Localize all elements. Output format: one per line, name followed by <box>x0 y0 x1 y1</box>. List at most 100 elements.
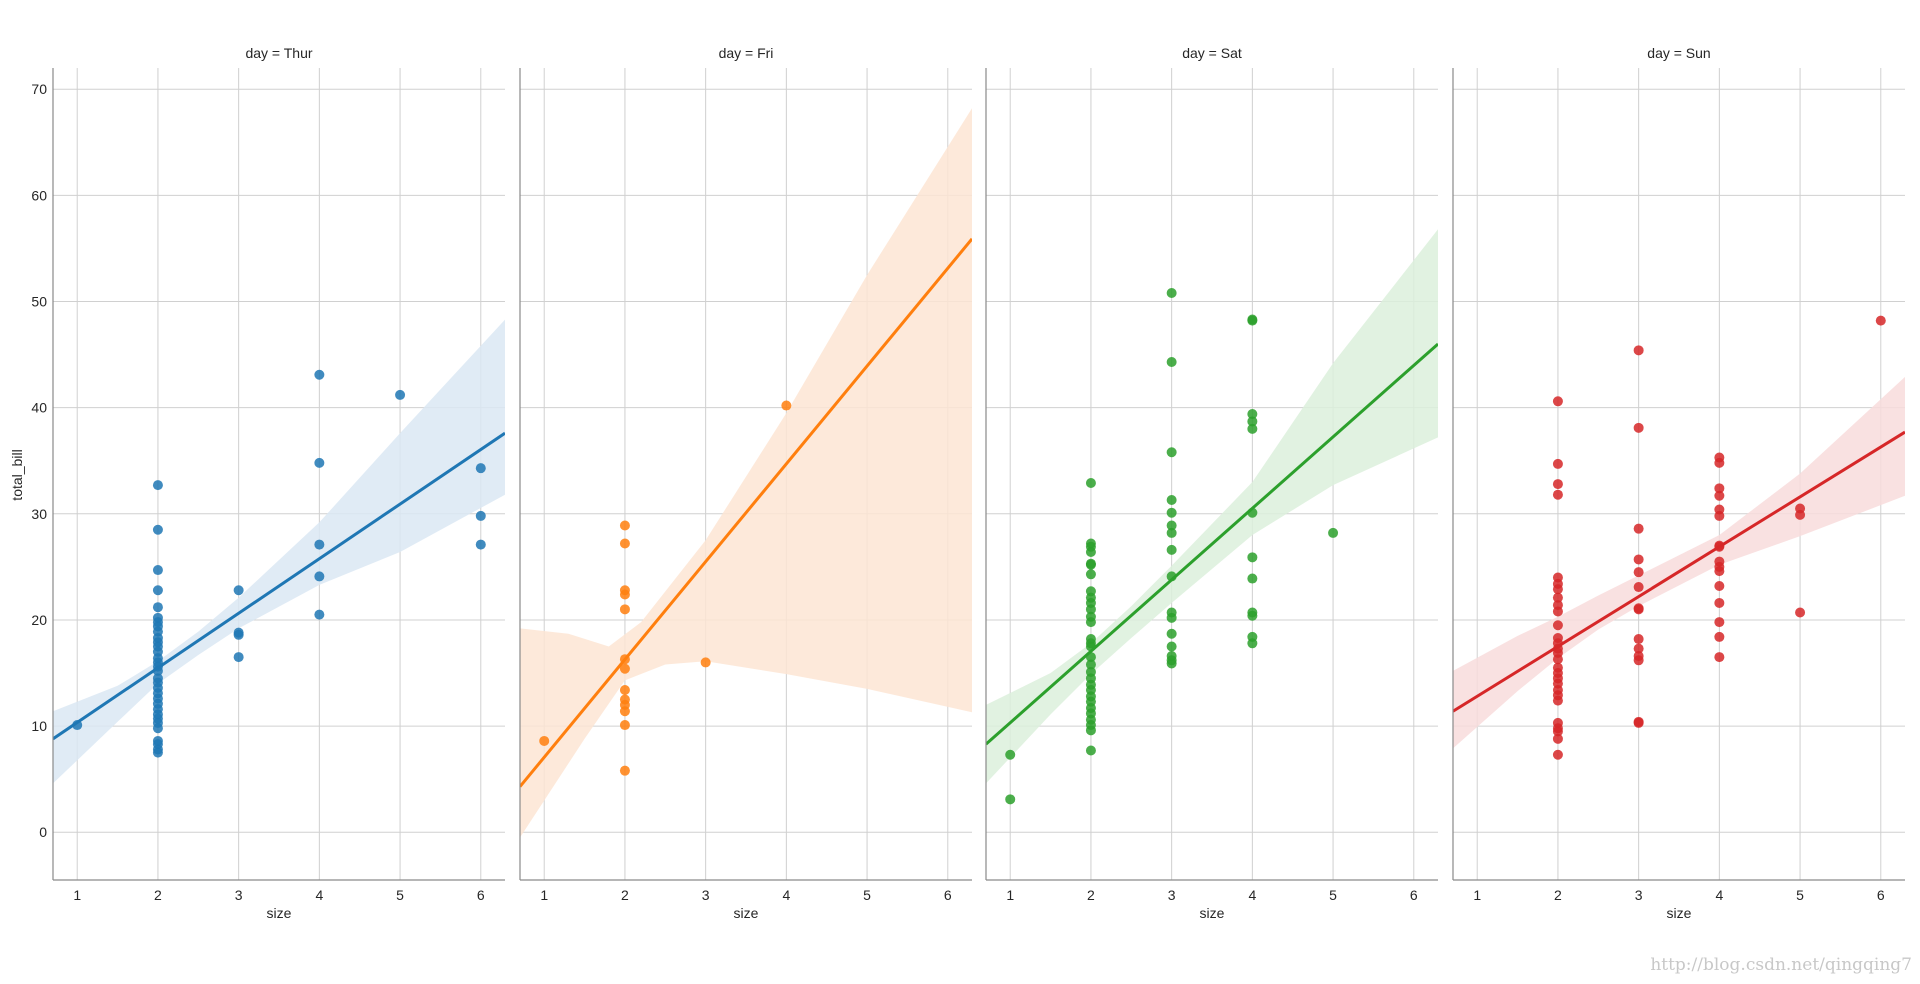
x-tick-label: 5 <box>863 887 871 903</box>
x-tick-label: 5 <box>1329 887 1337 903</box>
x-axis-label: size <box>1667 905 1692 921</box>
y-tick-label: 40 <box>31 400 47 416</box>
data-point <box>1552 726 1563 737</box>
data-point <box>475 539 486 550</box>
data-point <box>1714 652 1725 663</box>
data-point <box>1085 559 1096 570</box>
x-tick-label: 3 <box>235 887 243 903</box>
data-point <box>1166 628 1177 639</box>
data-point <box>1247 573 1258 584</box>
data-point <box>152 747 163 758</box>
data-point <box>1247 315 1258 326</box>
confidence-band <box>986 229 1438 784</box>
y-tick-label: 0 <box>39 824 47 840</box>
data-point <box>1247 423 1258 434</box>
data-point <box>1085 478 1096 489</box>
data-point <box>1085 745 1096 756</box>
data-point <box>475 510 486 521</box>
data-point <box>1247 610 1258 621</box>
data-point <box>1166 544 1177 555</box>
data-point <box>1166 612 1177 623</box>
data-point <box>1166 520 1177 531</box>
data-point <box>1714 566 1725 577</box>
x-tick-label: 1 <box>73 887 81 903</box>
confidence-band <box>53 319 505 784</box>
data-point <box>1085 617 1096 628</box>
x-tick-label: 3 <box>1168 887 1176 903</box>
data-point <box>314 539 325 550</box>
data-point <box>619 520 630 531</box>
data-point <box>1714 617 1725 628</box>
y-tick-label: 70 <box>31 81 47 97</box>
data-point <box>619 589 630 600</box>
data-point <box>1085 569 1096 580</box>
data-point <box>1247 552 1258 563</box>
data-point <box>1633 717 1644 728</box>
data-point <box>1166 357 1177 368</box>
x-tick-label: 6 <box>1877 887 1885 903</box>
data-point <box>1552 606 1563 617</box>
confidence-band <box>520 108 972 838</box>
data-point <box>1166 641 1177 652</box>
data-point <box>1166 527 1177 538</box>
data-point <box>152 565 163 576</box>
x-tick-label: 5 <box>396 887 404 903</box>
y-tick-label: 20 <box>31 612 47 628</box>
data-point <box>1714 457 1725 468</box>
data-point <box>314 369 325 380</box>
y-tick-label: 10 <box>31 718 47 734</box>
data-point <box>619 765 630 776</box>
y-axis-label: total_bill <box>9 449 25 500</box>
x-tick-label: 3 <box>702 887 710 903</box>
data-point <box>1166 447 1177 458</box>
data-point <box>1005 794 1016 805</box>
data-point <box>1552 733 1563 744</box>
data-point <box>1714 580 1725 591</box>
data-point <box>619 663 630 674</box>
data-point <box>475 463 486 474</box>
data-point <box>314 457 325 468</box>
data-point <box>1633 345 1644 356</box>
x-tick-label: 6 <box>477 887 485 903</box>
y-tick-label: 50 <box>31 294 47 310</box>
data-point <box>781 400 792 411</box>
x-tick-label: 1 <box>1006 887 1014 903</box>
panel-title: day = Sun <box>1647 45 1710 61</box>
data-point <box>1714 490 1725 501</box>
panel-title: day = Thur <box>245 45 312 61</box>
data-point <box>233 652 244 663</box>
data-point <box>152 480 163 491</box>
confidence-band <box>1453 376 1905 749</box>
data-point <box>1247 638 1258 649</box>
x-tick-label: 4 <box>315 887 323 903</box>
x-tick-label: 6 <box>944 887 952 903</box>
data-point <box>1633 643 1644 654</box>
data-point <box>1552 749 1563 760</box>
data-point <box>1714 483 1725 494</box>
panel-title: day = Fri <box>719 45 774 61</box>
data-point <box>1633 655 1644 666</box>
data-point <box>1552 695 1563 706</box>
facet-panel-1: 1 2 3 4 5 6 size day = Thur 0 10 20 30 40 50 60 70 <box>31 45 505 921</box>
data-point <box>1633 523 1644 534</box>
data-point <box>152 524 163 535</box>
data-point <box>1714 597 1725 608</box>
data-point <box>152 585 163 596</box>
facet-panel-3: 1 2 3 4 5 6 size day = Sat <box>985 45 1438 921</box>
data-point <box>1552 396 1563 407</box>
data-point <box>314 571 325 582</box>
data-point <box>233 629 244 640</box>
y-tick-label: 60 <box>31 187 47 203</box>
data-point <box>1552 584 1563 595</box>
regression-line <box>520 237 972 788</box>
data-point <box>1085 725 1096 736</box>
data-point <box>314 609 325 620</box>
data-point <box>1166 507 1177 518</box>
data-point <box>1795 607 1806 618</box>
watermark-text: http://blog.csdn.net/qingqing7 <box>1650 955 1912 975</box>
panel-title: day = Sat <box>1182 45 1242 61</box>
x-axis-label: size <box>267 905 292 921</box>
data-point <box>1633 554 1644 565</box>
x-tick-label: 5 <box>1796 887 1804 903</box>
